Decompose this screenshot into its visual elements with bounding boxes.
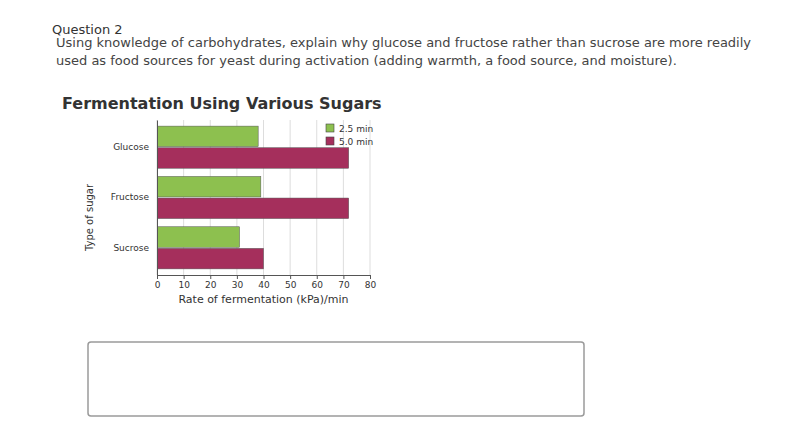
- y-tick-label: Glucose: [113, 142, 149, 152]
- x-tick: 10: [178, 275, 190, 290]
- background: [0, 0, 800, 442]
- chart-title: Fermentation Using Various Sugars: [62, 94, 382, 113]
- y-axis-line: [157, 121, 158, 276]
- x-tick-label: 0: [155, 280, 161, 290]
- x-tick-label: 10: [178, 280, 190, 290]
- bar: [157, 227, 240, 248]
- y-tick-label: Sucrose: [113, 243, 149, 253]
- x-axis-line: [158, 276, 371, 280]
- legend-label: 2.5 min: [339, 124, 373, 134]
- y-tick: Sucrose: [113, 243, 157, 253]
- x-tick: 40: [258, 275, 270, 290]
- x-tick-label: 20: [205, 280, 217, 290]
- y-tick: Fructose: [111, 192, 157, 202]
- x-tick: 80: [365, 275, 377, 290]
- bar: [157, 148, 349, 169]
- grid-line: [316, 120, 317, 275]
- x-tick-label: 30: [232, 280, 244, 290]
- prompt-line: Using knowledge of carbohydrates, explai…: [56, 35, 751, 50]
- x-axis-title: Rate of fermentation (kPa)/min: [178, 293, 348, 306]
- bar: [157, 126, 258, 147]
- y-axis-title: Type of sugar: [84, 183, 95, 252]
- x-tick-label: 70: [338, 280, 350, 290]
- legend-swatch: [326, 124, 334, 132]
- x-tick-mark: [290, 275, 291, 279]
- legend-label: 5.0 min: [339, 137, 373, 147]
- grid-line: [290, 120, 291, 275]
- bar: [157, 176, 261, 197]
- x-tick-label: 50: [285, 280, 297, 290]
- legend: 2.5 min 5.0 min: [326, 124, 373, 147]
- y-tick: Glucose: [113, 142, 157, 152]
- legend-swatch: [326, 137, 334, 145]
- x-tick-mark: [370, 275, 371, 279]
- bar: [157, 248, 264, 269]
- x-tick-mark: [210, 275, 211, 279]
- x-tick: 30: [232, 275, 244, 290]
- page: Question 2Using knowledge of carbohydrat…: [0, 0, 800, 442]
- x-tick-mark: [317, 275, 318, 279]
- x-tick-mark: [157, 275, 158, 279]
- x-tick: 50: [285, 275, 297, 290]
- x-tick: 0: [155, 275, 161, 290]
- x-tick-mark: [237, 275, 238, 279]
- grid-line: [157, 120, 158, 275]
- x-tick: 70: [338, 275, 350, 290]
- answer-box[interactable]: [88, 342, 584, 416]
- y-tick-label: Fructose: [111, 192, 150, 202]
- bar: [157, 198, 349, 219]
- prompt-line: used as food sources for yeast during ac…: [56, 53, 677, 68]
- y-axis: Glucose Fructose Sucrose: [111, 121, 158, 276]
- x-tick-mark: [343, 275, 344, 279]
- x-tick-label: 80: [365, 280, 377, 290]
- x-tick-label: 60: [312, 280, 324, 290]
- bars: [157, 126, 349, 269]
- x-tick-label: 40: [258, 280, 270, 290]
- x-tick: 60: [312, 275, 324, 290]
- x-tick-mark: [264, 275, 265, 279]
- x-tick: 20: [205, 275, 217, 290]
- x-tick-mark: [184, 275, 185, 279]
- x-axis: 0 10 20 30 40 50 60 70 80: [155, 275, 377, 290]
